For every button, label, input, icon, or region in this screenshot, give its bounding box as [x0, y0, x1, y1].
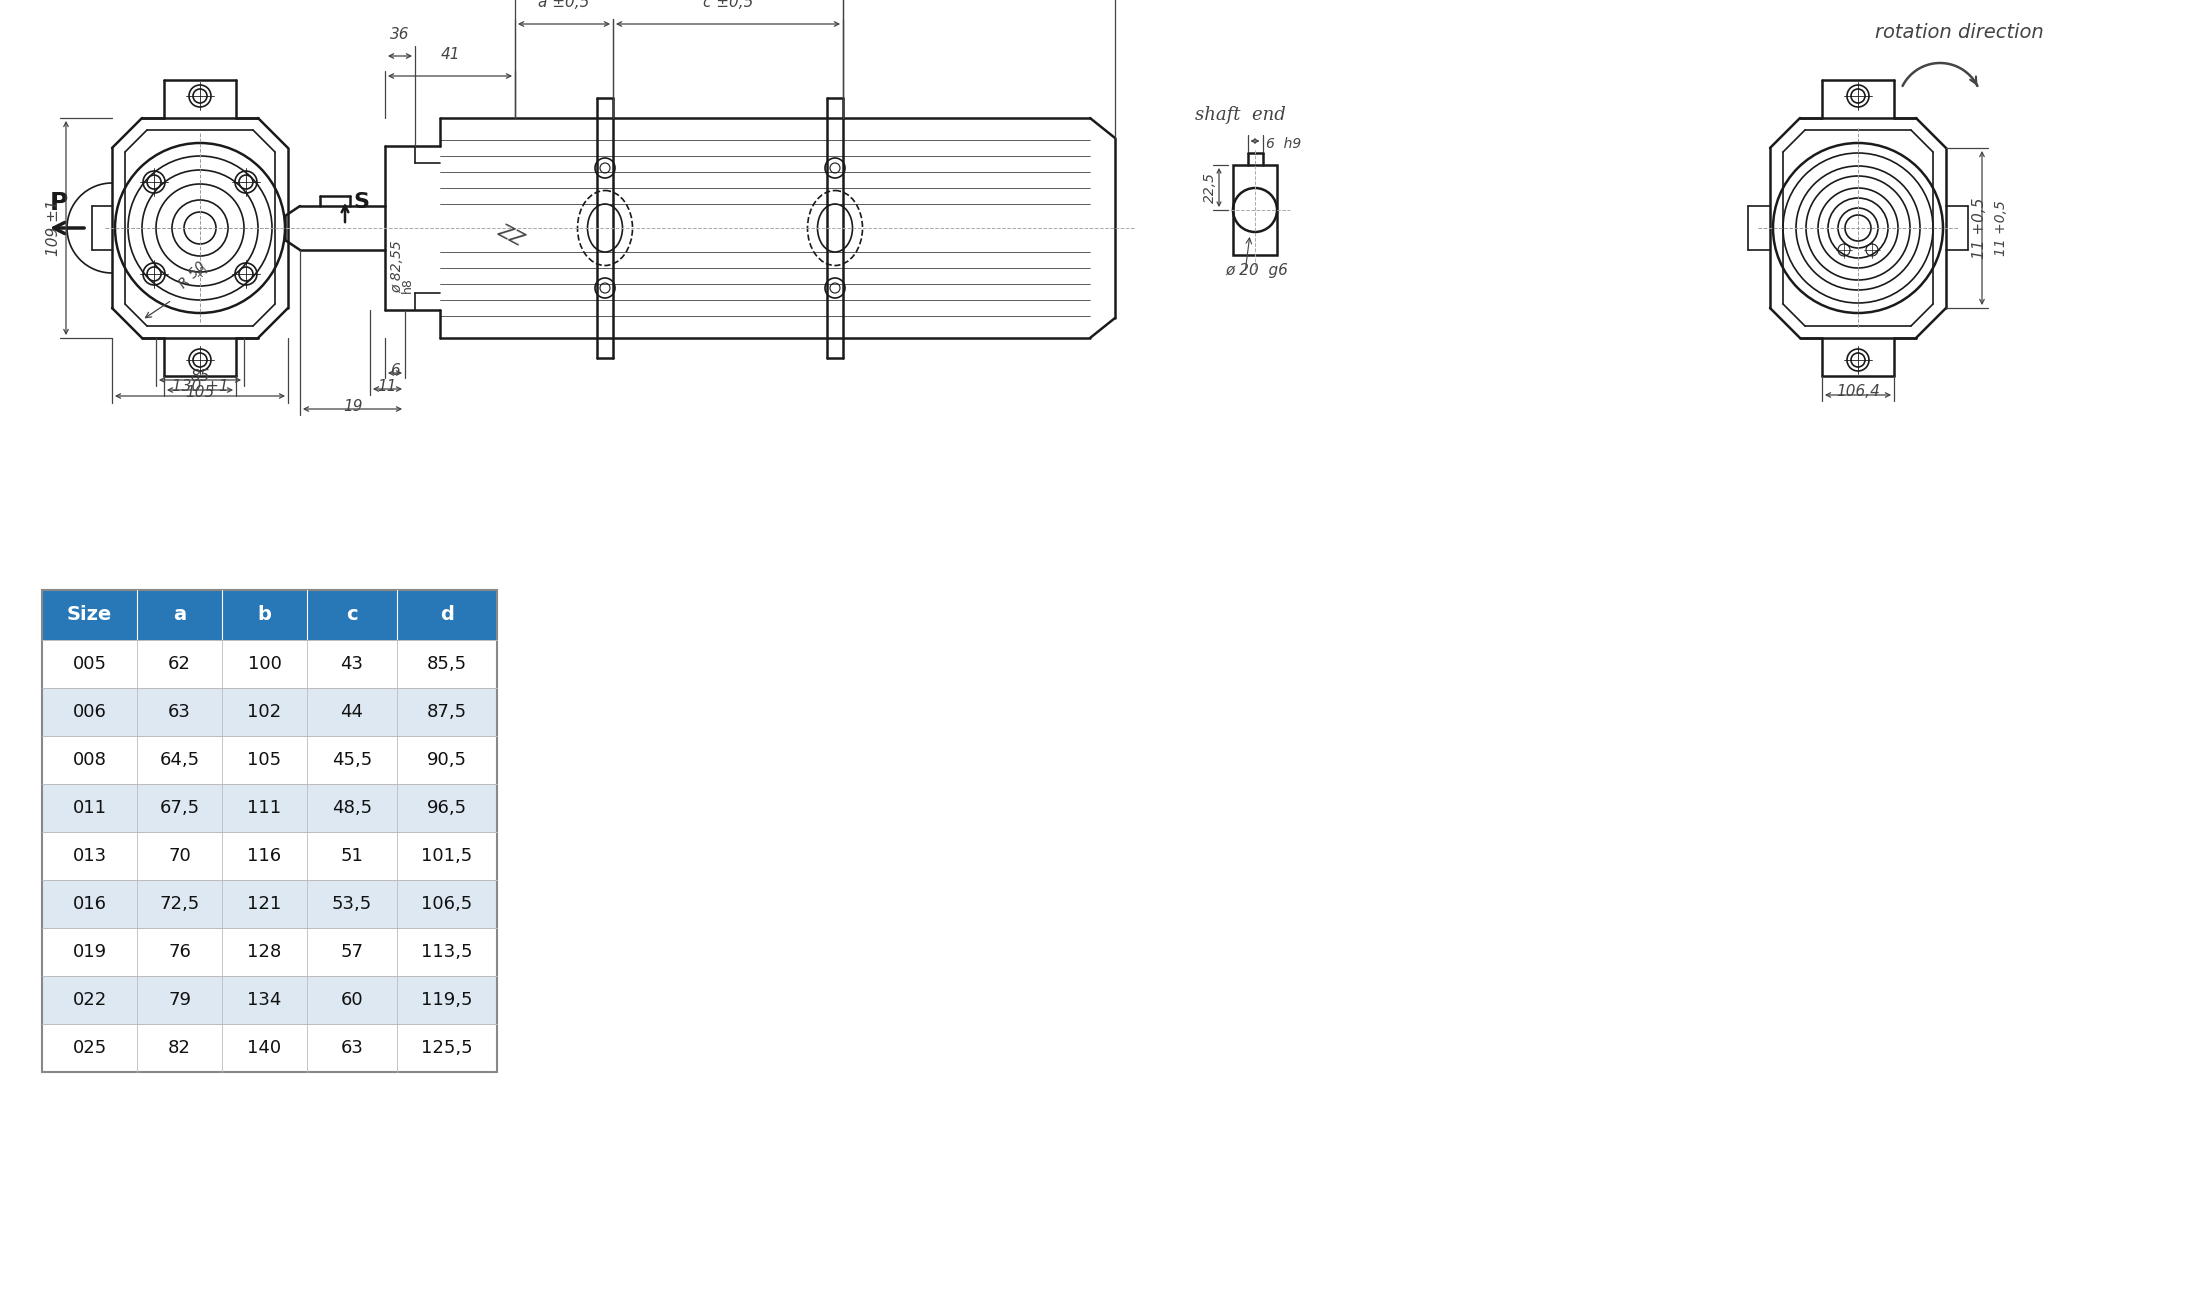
Text: 60: 60 — [340, 991, 364, 1009]
Text: 85: 85 — [191, 369, 210, 383]
Text: 113,5: 113,5 — [421, 943, 473, 961]
Text: 53,5: 53,5 — [331, 895, 373, 913]
Text: 6  h9: 6 h9 — [1267, 137, 1302, 151]
Text: 19: 19 — [342, 399, 362, 413]
Text: 101,5: 101,5 — [421, 848, 473, 865]
Bar — [42, 589, 498, 1072]
Bar — [42, 640, 498, 689]
Text: 125,5: 125,5 — [421, 1039, 473, 1058]
Text: 128: 128 — [248, 943, 281, 961]
Text: a ±0,5: a ±0,5 — [539, 0, 590, 10]
Text: ø 20  g6: ø 20 g6 — [1225, 263, 1289, 278]
Text: 106,4: 106,4 — [1837, 383, 1881, 399]
Text: 90,5: 90,5 — [427, 751, 467, 769]
Text: 019: 019 — [72, 943, 107, 961]
Text: 57: 57 — [340, 943, 364, 961]
Text: 109 ±1: 109 ±1 — [46, 200, 61, 257]
Text: 130 +1: 130 +1 — [171, 379, 228, 394]
Text: 105: 105 — [248, 751, 281, 769]
Text: 11: 11 — [377, 379, 397, 394]
Bar — [42, 735, 498, 784]
Text: 82: 82 — [169, 1039, 191, 1058]
Bar — [42, 880, 498, 928]
Text: 43: 43 — [340, 655, 364, 673]
Text: S: S — [353, 192, 368, 213]
Text: 87,5: 87,5 — [427, 703, 467, 721]
Text: 008: 008 — [72, 751, 107, 769]
Text: 005: 005 — [72, 655, 107, 673]
Text: 63: 63 — [169, 703, 191, 721]
Text: 102: 102 — [248, 703, 281, 721]
Bar — [42, 1024, 498, 1072]
Text: 11 +0,5: 11 +0,5 — [1973, 197, 1986, 258]
Bar — [42, 975, 498, 1024]
Text: 100: 100 — [248, 655, 281, 673]
Text: c ±0,5: c ±0,5 — [704, 0, 754, 10]
Text: Size: Size — [68, 605, 112, 625]
Bar — [42, 689, 498, 735]
Text: 44: 44 — [340, 703, 364, 721]
Bar — [42, 589, 498, 640]
Text: d: d — [441, 605, 454, 625]
Text: 006: 006 — [72, 703, 107, 721]
Text: 106,5: 106,5 — [421, 895, 473, 913]
Text: 025: 025 — [72, 1039, 107, 1058]
Text: 016: 016 — [72, 895, 107, 913]
Bar — [1232, 166, 1278, 256]
Text: 11 +0,5: 11 +0,5 — [1995, 200, 2008, 256]
Text: shaft  end: shaft end — [1195, 106, 1287, 124]
Text: c: c — [346, 605, 357, 625]
Text: +1: +1 — [195, 262, 213, 280]
Text: ø 82,55: ø 82,55 — [390, 240, 403, 293]
Text: 48,5: 48,5 — [331, 799, 373, 818]
Text: 119,5: 119,5 — [421, 991, 473, 1009]
Text: 51: 51 — [340, 848, 364, 865]
Text: 013: 013 — [72, 848, 107, 865]
Text: h8: h8 — [401, 278, 414, 293]
Text: 011: 011 — [72, 799, 107, 818]
Text: b: b — [259, 605, 272, 625]
Text: 64,5: 64,5 — [160, 751, 199, 769]
Text: 67,5: 67,5 — [160, 799, 199, 818]
Text: 22,5: 22,5 — [1203, 172, 1217, 203]
Text: 022: 022 — [72, 991, 107, 1009]
Text: 85,5: 85,5 — [427, 655, 467, 673]
Text: 121: 121 — [248, 895, 281, 913]
Text: 72,5: 72,5 — [160, 895, 199, 913]
Text: 70: 70 — [169, 848, 191, 865]
Text: 140: 140 — [248, 1039, 281, 1058]
Bar — [42, 784, 498, 832]
Text: 111: 111 — [248, 799, 281, 818]
Text: 96,5: 96,5 — [427, 799, 467, 818]
Text: a: a — [173, 605, 186, 625]
Bar — [42, 928, 498, 975]
Text: 6: 6 — [390, 363, 399, 378]
Text: 45,5: 45,5 — [331, 751, 373, 769]
Text: 76: 76 — [169, 943, 191, 961]
Bar — [42, 832, 498, 880]
Text: R 50: R 50 — [175, 258, 208, 291]
Text: 134: 134 — [248, 991, 283, 1009]
Text: 116: 116 — [248, 848, 281, 865]
Text: 79: 79 — [169, 991, 191, 1009]
Text: 105: 105 — [186, 385, 215, 400]
Text: 63: 63 — [340, 1039, 364, 1058]
Text: 36: 36 — [390, 27, 410, 42]
Text: 41: 41 — [441, 47, 460, 63]
Text: P: P — [50, 190, 68, 215]
Text: ZZ: ZZ — [495, 220, 528, 250]
Text: rotation direction: rotation direction — [1874, 23, 2043, 42]
Text: 62: 62 — [169, 655, 191, 673]
